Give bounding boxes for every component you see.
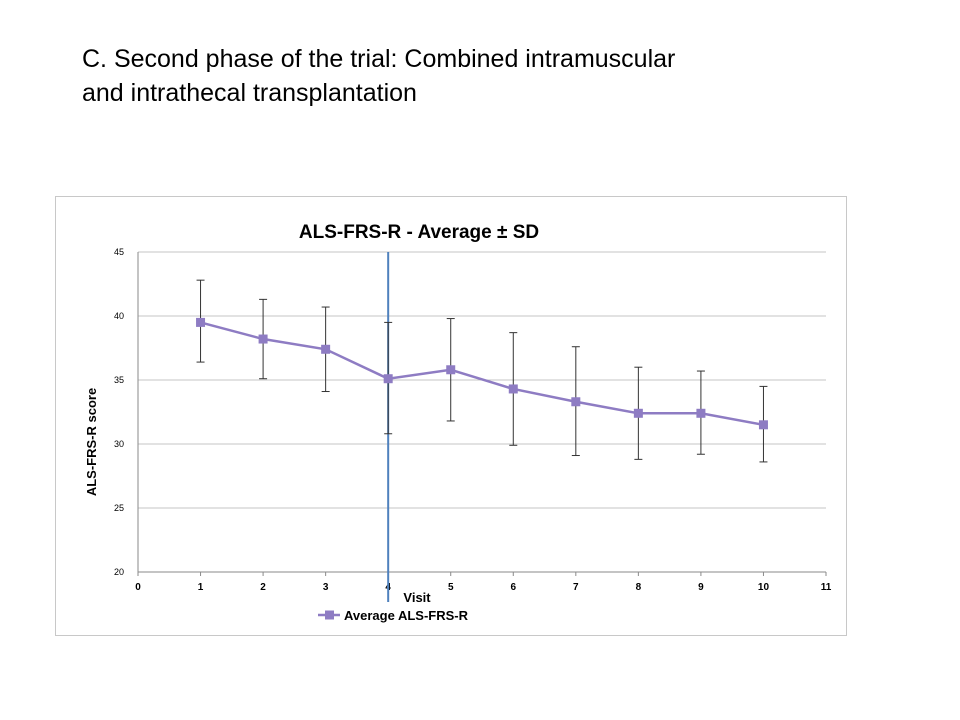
x-tick-label-1: 1 — [198, 582, 204, 593]
error-bars — [196, 279, 768, 463]
slide-title-line-2: and intrathecal transplantation — [82, 79, 417, 107]
x-tick-label-6: 6 — [510, 582, 516, 593]
x-tick-label-7: 7 — [573, 582, 579, 593]
x-tick-label-2: 2 — [260, 582, 266, 593]
data-point-10 — [758, 420, 768, 430]
y-tick-label-25: 25 — [114, 503, 124, 513]
y-tick-label-35: 35 — [114, 375, 124, 385]
line-chart: ALS-FRS-R - Average ± SD ALS-FRS-R score… — [84, 222, 832, 623]
legend-marker — [325, 610, 334, 620]
data-point-6 — [508, 384, 518, 394]
y-tick-label-40: 40 — [114, 311, 124, 321]
data-point-3 — [321, 344, 331, 354]
x-tick-label-9: 9 — [698, 582, 704, 593]
data-point-4 — [383, 374, 393, 384]
y-tick-label-20: 20 — [114, 567, 124, 577]
data-point-9 — [696, 408, 706, 418]
gridlines — [138, 251, 826, 573]
x-tick-label-8: 8 — [636, 582, 642, 593]
x-tick-label-10: 10 — [758, 582, 770, 593]
x-tick-label-0: 0 — [135, 582, 141, 593]
data-point-1 — [196, 317, 206, 327]
axes: 20253035404501234567891011 — [114, 247, 832, 593]
x-tick-label-11: 11 — [821, 582, 832, 593]
slide-title-line-1: C. Second phase of the trial: Combined i… — [82, 45, 676, 73]
x-axis-label: Visit — [403, 590, 431, 605]
data-point-2 — [258, 334, 268, 344]
chart-frame: ALS-FRS-R - Average ± SD ALS-FRS-R score… — [55, 196, 847, 636]
x-tick-label-3: 3 — [323, 582, 329, 593]
data-point-8 — [633, 408, 643, 418]
legend-label: Average ALS-FRS-R — [344, 608, 469, 623]
x-tick-label-5: 5 — [448, 582, 454, 593]
y-tick-label-45: 45 — [114, 247, 124, 257]
series-group — [196, 317, 768, 430]
data-point-7 — [571, 397, 581, 407]
chart-title: ALS-FRS-R - Average ± SD — [299, 222, 539, 243]
slide-title: C. Second phase of the trial: Combined i… — [82, 42, 882, 110]
legend: Average ALS-FRS-R — [318, 608, 469, 623]
y-axis-label: ALS-FRS-R score — [84, 388, 99, 496]
y-tick-label-30: 30 — [114, 439, 124, 449]
data-point-5 — [446, 365, 456, 375]
series-line-0 — [200, 321, 764, 427]
